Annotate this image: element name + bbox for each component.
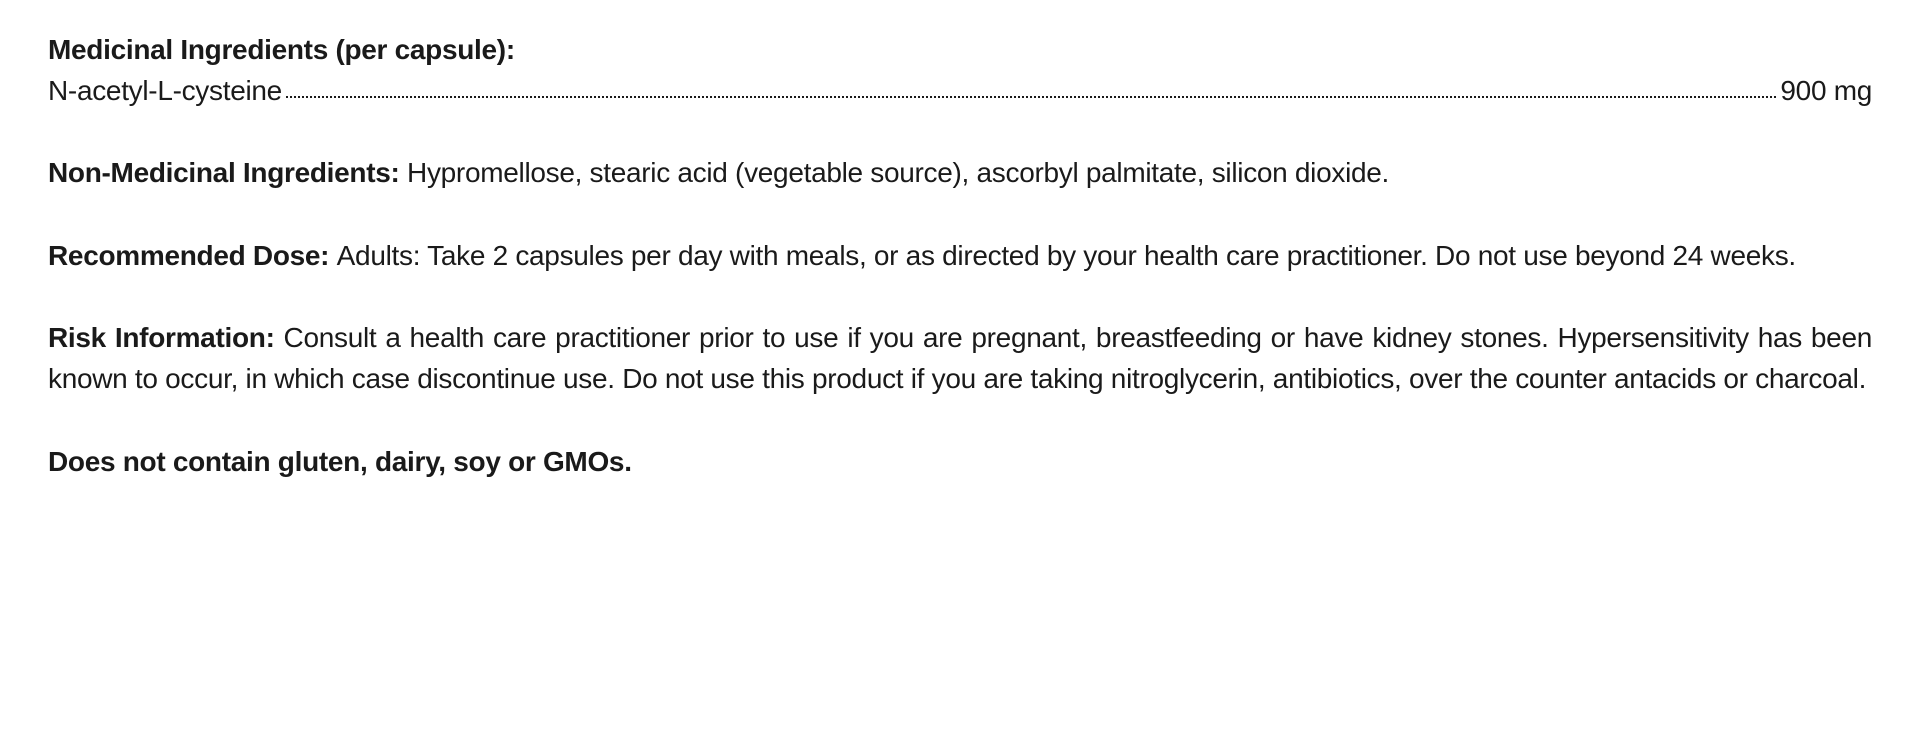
ingredient-row: N-acetyl-L-cysteine 900 mg xyxy=(48,71,1872,112)
risk-info-text: Consult a health care practitioner prior… xyxy=(48,322,1872,394)
allergen-text: Does not contain gluten, dairy, soy or G… xyxy=(48,446,632,477)
allergen-section: Does not contain gluten, dairy, soy or G… xyxy=(48,442,1872,483)
ingredient-amount: 900 mg xyxy=(1780,71,1872,112)
recommended-dose-section: Recommended Dose: Adults: Take 2 capsule… xyxy=(48,236,1872,277)
risk-info-heading: Risk Information: xyxy=(48,322,284,353)
non-medicinal-heading: Non-Medicinal Ingredients: xyxy=(48,157,407,188)
non-medicinal-section: Non-Medicinal Ingredients: Hypromellose,… xyxy=(48,153,1872,194)
non-medicinal-text: Hypromellose, stearic acid (vegetable so… xyxy=(407,157,1389,188)
medicinal-heading: Medicinal Ingredients (per capsule): xyxy=(48,30,1872,71)
risk-info-section: Risk Information: Consult a health care … xyxy=(48,318,1872,399)
dot-leader xyxy=(286,96,1776,98)
medicinal-ingredients-section: Medicinal Ingredients (per capsule): N-a… xyxy=(48,30,1872,111)
recommended-dose-text: Adults: Take 2 capsules per day with mea… xyxy=(337,240,1796,271)
ingredient-name: N-acetyl-L-cysteine xyxy=(48,71,282,112)
recommended-dose-heading: Recommended Dose: xyxy=(48,240,337,271)
